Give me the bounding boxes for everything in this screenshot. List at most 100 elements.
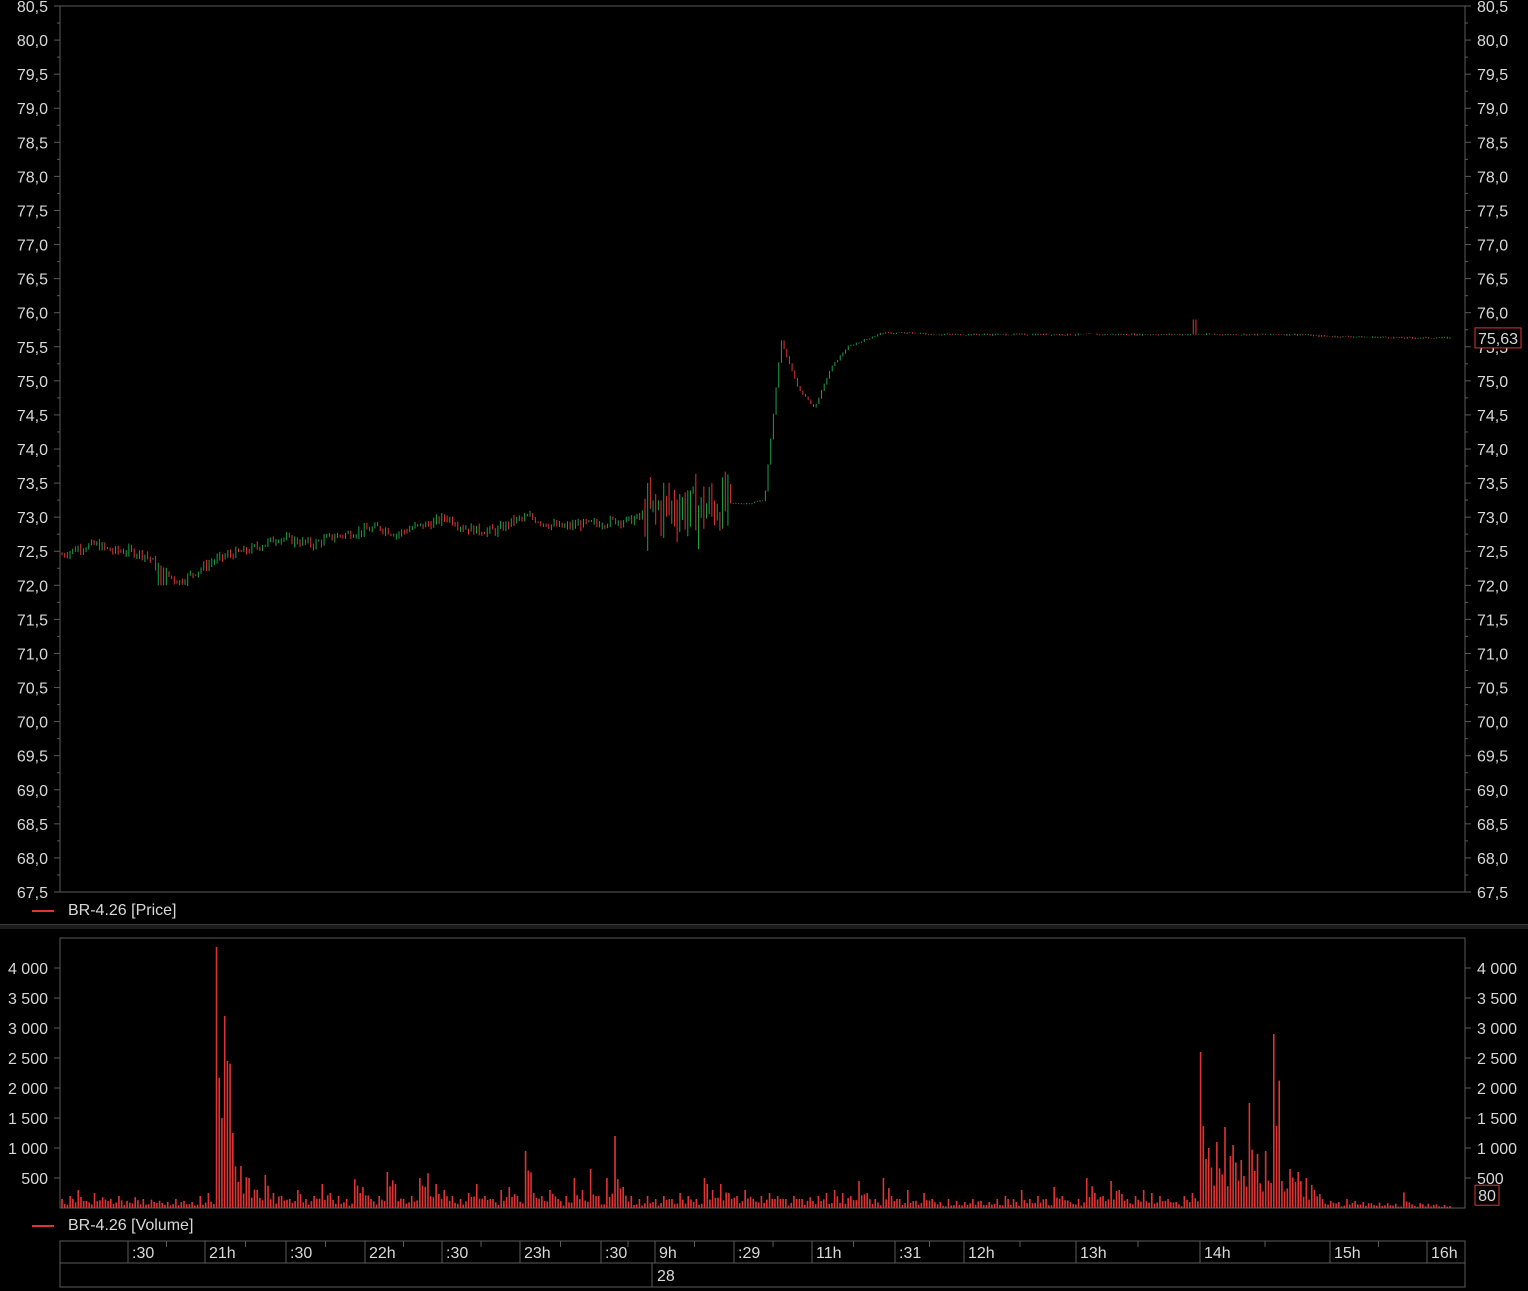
- volume-legend: BR-4.26 [Volume]: [32, 1217, 193, 1235]
- price-y-label-right: 67,5: [1477, 885, 1508, 900]
- price-y-label-left: 68,5: [17, 817, 48, 834]
- price-pane: 80,5 80,5 80,0 80,0 79,5 79,5 79,0 79,0 78,5 78,5…: [17, 0, 1522, 900]
- volume-y-label-left: 1 500: [8, 1111, 48, 1128]
- price-y-label-right: 78,5: [1477, 135, 1508, 152]
- price-y-label-left: 77,5: [17, 203, 48, 220]
- price-y-label-left: 75,5: [17, 340, 48, 357]
- volume-y-label-right: 3 000: [1477, 1021, 1517, 1038]
- time-axis: :30 21h:30 22h:30 23h:30 9h:29 11h:31 12h 13h 14…: [59, 1240, 1466, 1288]
- price-y-label-left: 72,5: [17, 544, 48, 561]
- time-axis-label: 16h: [1431, 1245, 1458, 1262]
- price-y-label-left: 73,5: [17, 476, 48, 493]
- volume-y-label-right: 1 000: [1477, 1141, 1517, 1158]
- time-axis-label: 23h: [524, 1245, 551, 1262]
- price-y-label-left: 73,0: [17, 510, 48, 527]
- price-y-label-right: 76,5: [1477, 272, 1508, 289]
- date-axis-row: [59, 1262, 1466, 1288]
- volume-legend-label: BR-4.26 [Volume]: [68, 1217, 194, 1234]
- price-y-label-left: 75,0: [17, 374, 48, 391]
- price-y-label-right: 69,0: [1477, 783, 1508, 800]
- time-axis-label: 9h: [659, 1245, 677, 1262]
- volume-y-label-right: 3 500: [1477, 991, 1517, 1008]
- price-y-label-left: 69,0: [17, 783, 48, 800]
- price-y-label-left: 70,5: [17, 681, 48, 698]
- volume-legend-swatch: [32, 1225, 54, 1227]
- price-y-label-left: 80,0: [17, 33, 48, 50]
- price-y-label-left: 76,0: [17, 306, 48, 323]
- price-y-label-right: 79,0: [1477, 101, 1508, 118]
- price-legend-label: BR-4.26 [Price]: [68, 902, 177, 919]
- volume-y-label-left: 3 000: [8, 1021, 48, 1038]
- last-volume-box: [1474, 1184, 1500, 1206]
- price-legend-swatch: [32, 910, 54, 912]
- price-y-label-right: 73,0: [1477, 510, 1508, 527]
- price-y-label-left: 70,0: [17, 715, 48, 732]
- price-plot-frame: [59, 5, 1466, 893]
- price-y-label-right: 78,0: [1477, 169, 1508, 186]
- time-axis-label: :30: [290, 1245, 312, 1262]
- time-axis-label: 11h: [816, 1245, 842, 1262]
- price-y-label-right: 70,0: [1477, 715, 1508, 732]
- pane-separator[interactable]: [0, 924, 1528, 929]
- price-y-label-right: 68,5: [1477, 817, 1508, 834]
- price-y-label-left: 79,5: [17, 67, 48, 84]
- price-y-label-right: 68,0: [1477, 851, 1508, 868]
- price-y-label-right: 73,5: [1477, 476, 1508, 493]
- price-y-label-right: 72,0: [1477, 578, 1508, 595]
- time-axis-label: 15h: [1334, 1245, 1361, 1262]
- time-axis-label: :30: [446, 1245, 468, 1262]
- volume-y-label-right: 2 500: [1477, 1051, 1517, 1068]
- price-y-label-left: 76,5: [17, 272, 48, 289]
- price-y-label-right: 77,5: [1477, 203, 1508, 220]
- price-y-label-right: 79,5: [1477, 67, 1508, 84]
- price-y-label-right: 76,0: [1477, 306, 1508, 323]
- price-y-label-left: 78,0: [17, 169, 48, 186]
- last-volume-label: 80: [1478, 1188, 1496, 1205]
- price-y-label-left: 78,5: [17, 135, 48, 152]
- price-y-label-right: 70,5: [1477, 681, 1508, 698]
- volume-y-label-left: 2 000: [8, 1081, 48, 1098]
- volume-y-label-right: 4 000: [1477, 961, 1517, 978]
- price-y-label-right: 74,0: [1477, 442, 1508, 459]
- price-candles: [61, 319, 1451, 587]
- price-y-label-left: 80,5: [17, 0, 48, 16]
- price-y-label-right: 80,0: [1477, 33, 1508, 50]
- time-axis-label: :31: [899, 1245, 921, 1262]
- volume-y-label-right: 2 000: [1477, 1081, 1517, 1098]
- price-y-label-left: 79,0: [17, 101, 48, 118]
- price-y-label-right: 75,0: [1477, 374, 1508, 391]
- time-axis-label: :30: [132, 1245, 154, 1262]
- price-y-label-left: 74,5: [17, 408, 48, 425]
- time-axis-label: 22h: [369, 1245, 396, 1262]
- time-axis-label: 14h: [1204, 1245, 1231, 1262]
- price-y-label-right: 72,5: [1477, 544, 1508, 561]
- price-y-label-left: 71,0: [17, 646, 48, 663]
- volume-y-label-left: 3 500: [8, 991, 48, 1008]
- price-y-label-right: 74,5: [1477, 408, 1508, 425]
- volume-bars: [61, 947, 1451, 1208]
- price-y-label-left: 77,0: [17, 238, 48, 255]
- price-y-label-left: 72,0: [17, 578, 48, 595]
- last-price-box: [1474, 327, 1522, 349]
- volume-pane: 4 000 4 000 3 500 3 500 3 000 3 000 2 500 2 500…: [8, 937, 1517, 1209]
- volume-y-label-left: 4 000: [8, 961, 48, 978]
- volume-y-label-left: 2 500: [8, 1051, 48, 1068]
- price-y-label-right: 80,5: [1477, 0, 1508, 16]
- time-axis-row: [59, 1240, 1466, 1264]
- price-y-label-left: 71,5: [17, 612, 48, 629]
- volume-y-label-right: 1 500: [1477, 1111, 1517, 1128]
- date-label: 28: [657, 1268, 675, 1285]
- price-legend: BR-4.26 [Price]: [32, 902, 176, 920]
- price-y-label-right: 77,0: [1477, 238, 1508, 255]
- time-axis-label: :29: [738, 1245, 760, 1262]
- price-y-label-right: 71,5: [1477, 612, 1508, 629]
- time-axis-label: 12h: [968, 1245, 995, 1262]
- volume-plot-frame: [59, 937, 1466, 1209]
- price-y-label-right: 69,5: [1477, 749, 1508, 766]
- price-y-label-right: 71,0: [1477, 646, 1508, 663]
- volume-y-label-left: 500: [21, 1171, 48, 1188]
- volume-y-label-right: 500: [1477, 1171, 1504, 1188]
- time-axis-label: 13h: [1080, 1245, 1107, 1262]
- volume-y-label-left: 1 000: [8, 1141, 48, 1158]
- price-y-label-left: 68,0: [17, 851, 48, 868]
